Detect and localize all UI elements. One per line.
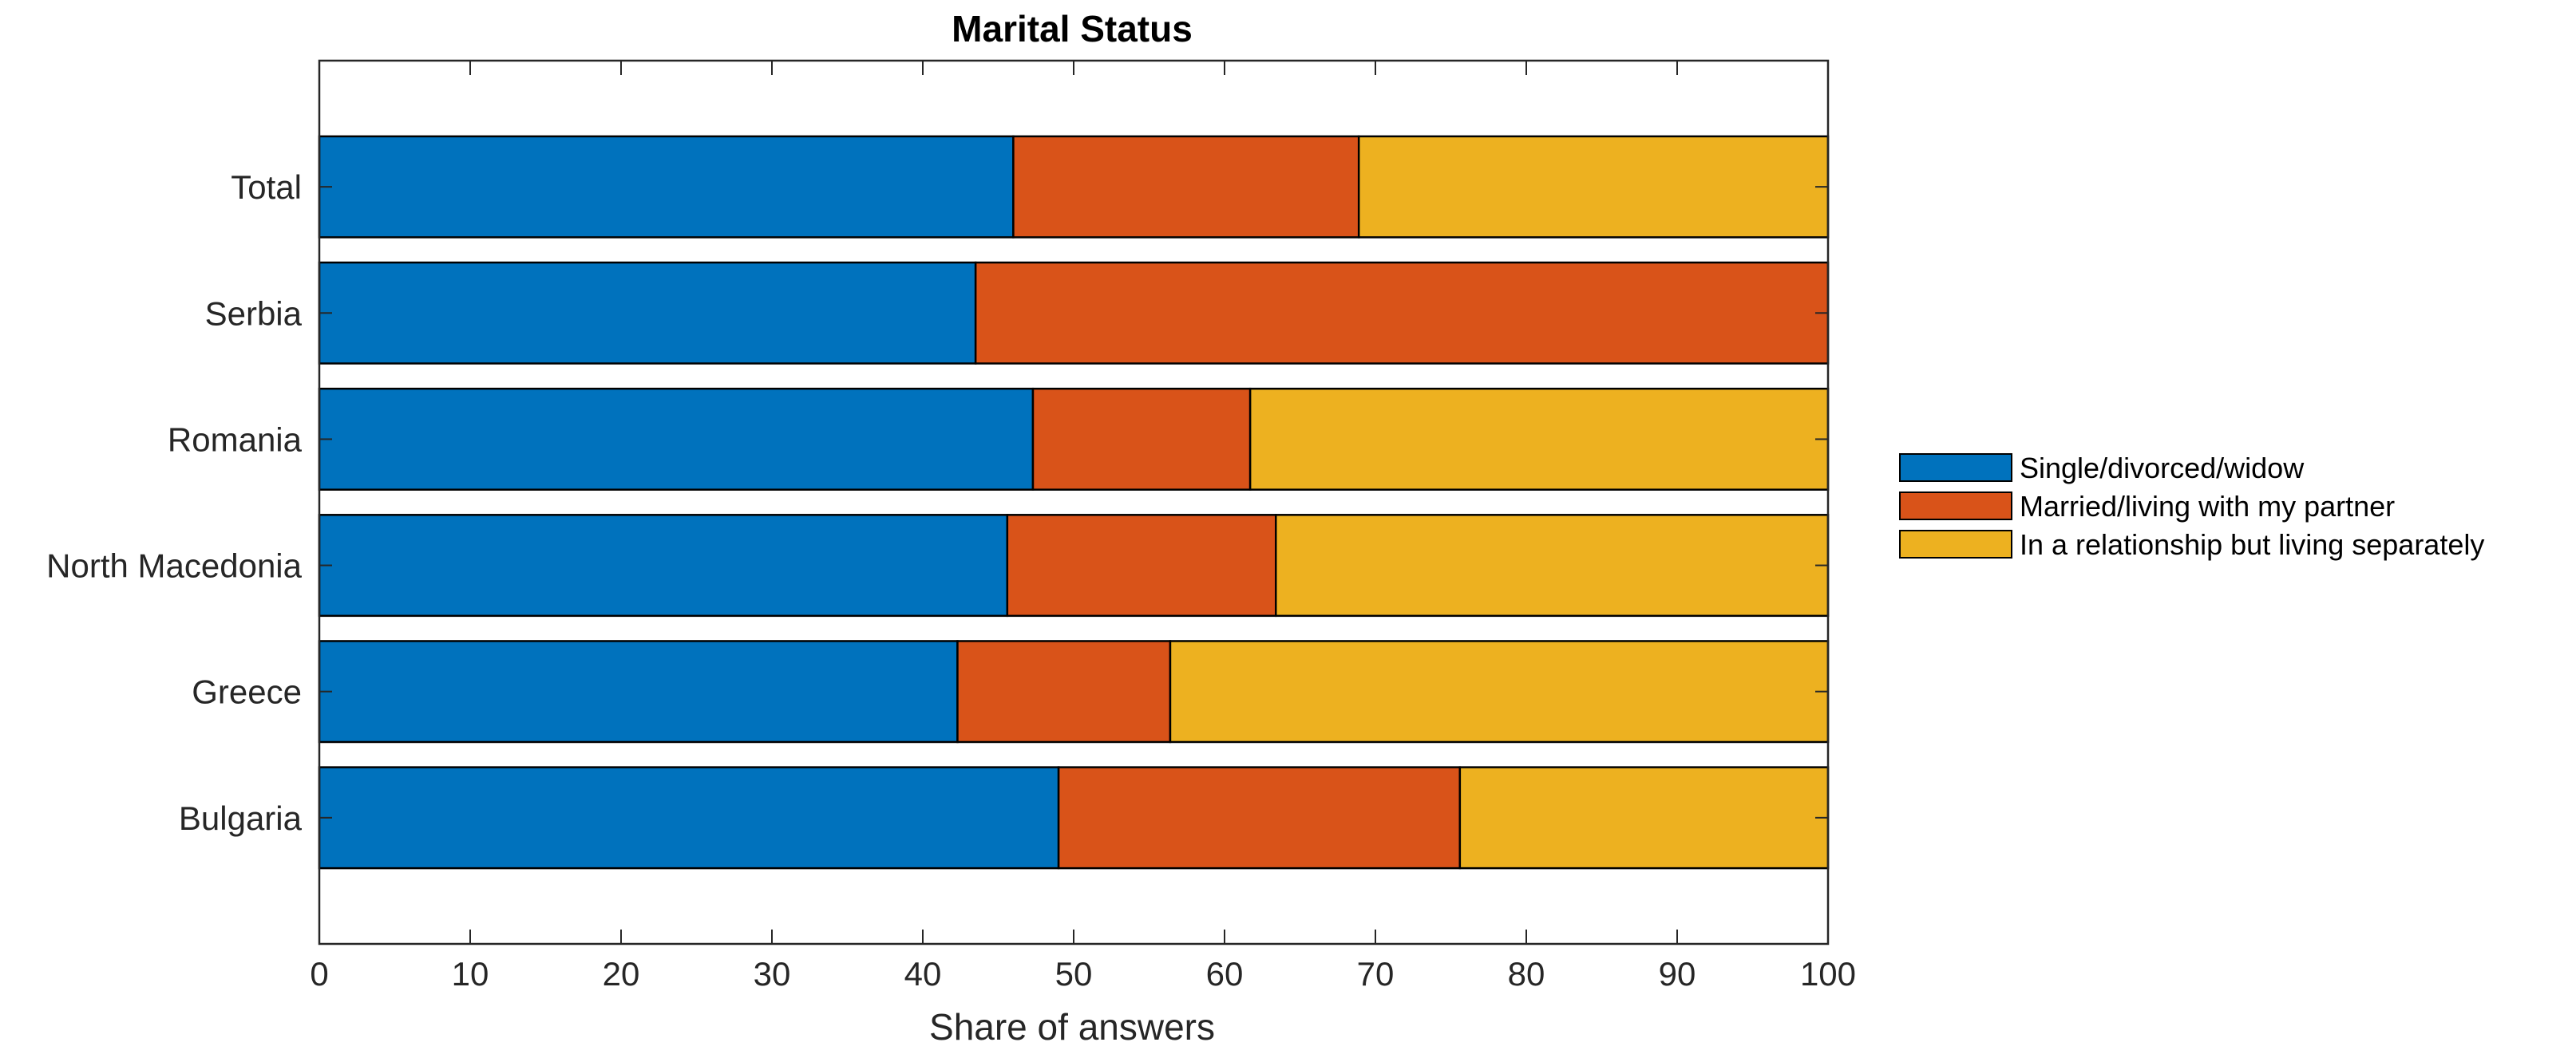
bar-segment-romania-series-2 [1031, 387, 1252, 491]
y-tick-label: North Macedonia [46, 547, 302, 585]
x-tick-label: 80 [1508, 955, 1545, 993]
bar-segment-romania-series-1 [318, 387, 1035, 491]
bar-segment-bulgaria-series-1 [318, 766, 1060, 870]
y-tick-label: Bulgaria [179, 799, 303, 837]
bar-segment-total-series-1 [318, 135, 1015, 239]
x-tick-label: 50 [1055, 955, 1093, 993]
x-tick-label: 100 [1800, 955, 1856, 993]
y-tick-label: Romania [168, 420, 303, 458]
bars-group [318, 61, 1830, 944]
chart-title: Marital Status [952, 8, 1193, 49]
bar-segment-romania-series-3 [1248, 387, 1830, 491]
x-tick-label: 90 [1659, 955, 1696, 993]
bar-segment-bulgaria-series-2 [1057, 766, 1462, 870]
bar-segment-serbia-series-1 [318, 261, 977, 365]
x-tick-label: 60 [1206, 955, 1244, 993]
x-tick-label: 30 [754, 955, 791, 993]
legend-label: Single/divorced/widow [2020, 452, 2305, 484]
bar-segment-north-macedonia-series-3 [1275, 514, 1830, 618]
legend: Single/divorced/widow Married/living with… [1899, 452, 2484, 561]
x-tick-label: 0 [310, 955, 328, 993]
bar-segment-total-series-3 [1357, 135, 1830, 239]
bar-segment-bulgaria-series-3 [1458, 766, 1830, 870]
y-tick-label: Total [231, 168, 302, 206]
x-axis-label: Share of answers [929, 1006, 1215, 1048]
y-tick-label: Serbia [205, 294, 303, 332]
y-tick-label: Greece [192, 673, 302, 711]
legend-swatch [1899, 453, 2012, 482]
legend-swatch [1899, 530, 2012, 559]
legend-label: Married/living with my partner [2020, 490, 2395, 523]
x-tick-label: 10 [452, 955, 489, 993]
axes-group: Total Serbia Romania North Macedonia Greece B… [46, 59, 1856, 993]
bar-segment-north-macedonia-series-2 [1006, 514, 1277, 618]
legend-swatch [1899, 491, 2012, 520]
bar-segment-total-series-2 [1012, 135, 1360, 239]
bar-segment-greece-series-3 [1169, 640, 1830, 744]
bar-segment-greece-series-2 [956, 640, 1172, 744]
bar-segment-serbia-series-2 [974, 261, 1830, 365]
x-tick-label: 40 [904, 955, 942, 993]
bar-segment-greece-series-1 [318, 640, 959, 744]
legend-label: In a relationship but living separately [2020, 528, 2484, 561]
x-tick-label: 70 [1357, 955, 1395, 993]
bar-segment-north-macedonia-series-1 [318, 514, 1009, 618]
x-tick-label: 20 [603, 955, 640, 993]
